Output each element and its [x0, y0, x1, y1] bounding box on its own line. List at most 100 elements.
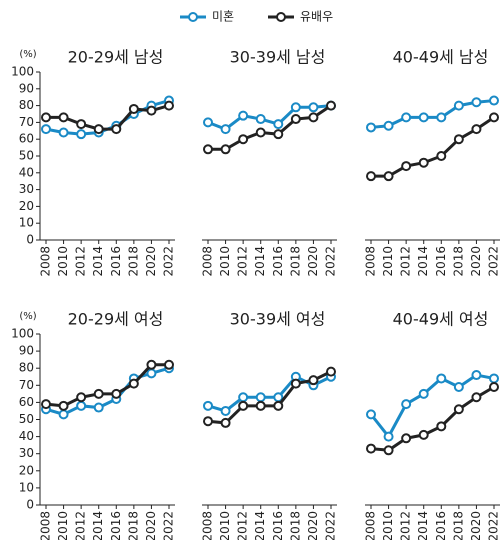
point: [41, 112, 51, 123]
x-tick-label: 2014: [91, 246, 105, 277]
point: [436, 151, 447, 161]
x-tick-label: 2008: [364, 511, 378, 540]
point: [383, 171, 394, 182]
point: [220, 405, 231, 416]
x-tick-label: 2008: [39, 511, 53, 540]
y-tick-label: 20: [19, 463, 34, 477]
y-tick-label: 20: [19, 199, 34, 213]
point: [489, 112, 499, 123]
y-axis-label: (%): [19, 49, 36, 60]
x-tick-label: 2014: [91, 511, 105, 540]
point: [164, 359, 174, 370]
x-tick-label: 2012: [399, 511, 413, 540]
point: [41, 124, 51, 135]
point: [93, 124, 104, 135]
y-tick-label: 40: [19, 165, 34, 179]
x-tick-label: 2010: [56, 511, 70, 540]
x-tick-label: 2010: [381, 246, 395, 277]
point: [76, 392, 87, 403]
x-tick-label: 2008: [39, 246, 53, 277]
point: [220, 417, 231, 428]
x-tick-label: 2012: [74, 246, 88, 277]
point: [255, 114, 266, 125]
point: [111, 124, 122, 135]
x-tick-label: 2022: [324, 246, 338, 277]
x-tick-label: 2022: [324, 511, 338, 540]
x-tick-label: 2020: [469, 246, 483, 277]
y-tick-label: 100: [11, 327, 34, 341]
x-tick-label: 2014: [416, 511, 430, 540]
point: [255, 392, 266, 403]
y-tick-label: 0: [26, 498, 34, 512]
y-tick-label: 50: [19, 149, 34, 163]
point: [93, 388, 104, 399]
y-tick-label: 10: [19, 480, 34, 494]
point: [220, 144, 231, 155]
point: [255, 127, 266, 138]
point: [128, 378, 139, 389]
x-tick-label: 2022: [162, 246, 176, 277]
y-tick-label: 30: [19, 182, 34, 196]
x-tick-label: 2012: [236, 511, 250, 540]
series-line: [369, 373, 495, 440]
point: [308, 112, 319, 123]
point: [489, 382, 499, 393]
point: [58, 409, 69, 420]
point: [366, 409, 376, 420]
x-tick-label: 2010: [381, 511, 395, 540]
point: [418, 157, 429, 168]
y-tick-label: 100: [11, 65, 34, 79]
point: [471, 370, 482, 381]
point: [383, 120, 394, 131]
panel-title: 30-39세 남성: [230, 48, 326, 67]
x-tick-label: 2022: [162, 511, 176, 540]
point: [290, 378, 301, 389]
x-tick-label: 2012: [399, 246, 413, 277]
x-tick-label: 2018: [451, 511, 465, 540]
x-tick-label: 2010: [218, 511, 232, 540]
point: [308, 375, 319, 386]
x-tick-label: 2022: [487, 511, 501, 540]
panel-title: 40-49세 남성: [393, 48, 489, 67]
point: [146, 359, 157, 370]
point: [238, 110, 249, 121]
point: [453, 404, 464, 415]
x-tick-label: 2014: [253, 246, 267, 277]
y-tick-label: 80: [19, 98, 34, 112]
point: [273, 400, 284, 411]
x-tick-label: 2020: [144, 246, 158, 277]
point: [273, 119, 284, 130]
point: [76, 119, 87, 130]
point: [41, 399, 51, 410]
point: [238, 392, 249, 403]
point: [436, 112, 447, 123]
y-tick-label: 70: [19, 115, 34, 129]
point: [326, 100, 336, 111]
point: [471, 97, 482, 108]
panel-title: 20-29세 남성: [68, 48, 164, 67]
point: [203, 117, 213, 128]
point: [93, 402, 104, 413]
panel-title: 30-39세 여성: [230, 310, 326, 329]
point: [471, 124, 482, 135]
y-tick-label: 0: [26, 233, 34, 247]
point: [255, 400, 266, 411]
point: [273, 129, 284, 140]
point: [111, 388, 122, 399]
x-tick-label: 2012: [236, 246, 250, 277]
point: [401, 112, 412, 123]
y-tick-label: 70: [19, 378, 34, 392]
point: [128, 103, 139, 114]
point: [146, 105, 157, 116]
x-tick-label: 2020: [144, 511, 158, 540]
panel-title: 40-49세 여성: [393, 310, 489, 329]
point: [76, 129, 87, 140]
point: [203, 416, 213, 427]
point: [436, 421, 447, 432]
y-tick-label: 90: [19, 344, 34, 358]
point: [290, 114, 301, 125]
x-tick-label: 2012: [74, 511, 88, 540]
y-tick-label: 60: [19, 132, 34, 146]
